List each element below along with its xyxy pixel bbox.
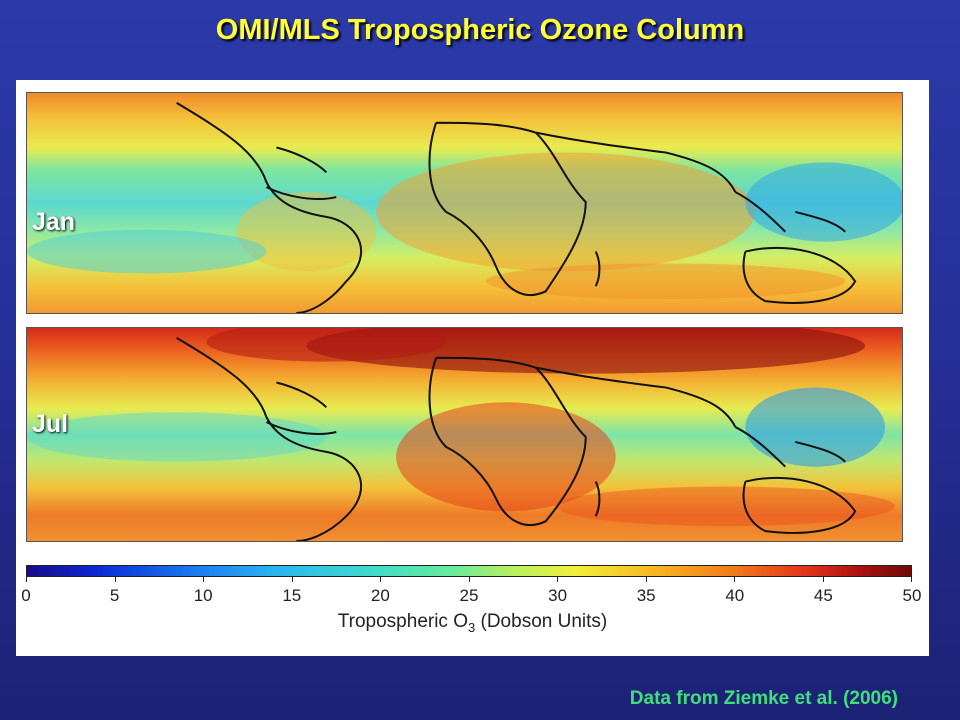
colorbar-tick <box>468 577 470 582</box>
slide-title: OMI/MLS Tropospheric Ozone Column <box>215 14 745 46</box>
colorbar-label-subscript: 3 <box>468 619 476 635</box>
colorbar-tick <box>26 577 27 582</box>
colorbar-tick-label: 10 <box>193 586 213 605</box>
colorbar-tick <box>911 577 912 582</box>
colorbar <box>26 565 912 577</box>
colorbar-tick-label: 30 <box>548 586 568 605</box>
colorbar-tick <box>114 577 116 582</box>
july-map <box>26 327 903 542</box>
colorbar-tick <box>557 577 558 582</box>
colorbar-tick <box>203 577 204 582</box>
january-label: Jan <box>32 208 76 236</box>
colorbar-tick-label: 0 <box>21 586 31 605</box>
data-credit: Data from Ziemke et al. (2006) <box>629 688 898 709</box>
colorbar-tick-label: 15 <box>282 586 302 605</box>
colorbar-tick-label: 45 <box>813 586 833 605</box>
colorbar-tick <box>291 577 293 582</box>
july-ozone-map <box>27 328 902 541</box>
colorbar-label-main: Tropospheric O <box>337 611 468 632</box>
colorbar-tick-label: 35 <box>636 586 656 605</box>
colorbar-tick-label: 50 <box>902 586 922 605</box>
colorbar-tick <box>734 577 735 582</box>
colorbar-tick <box>822 577 824 582</box>
january-map <box>26 92 903 314</box>
colorbar-label: Tropospheric O3 (Dobson Units) <box>16 611 929 635</box>
colorbar-tick-label: 5 <box>109 586 120 605</box>
colorbar-ticks <box>26 577 912 583</box>
january-ozone-map <box>27 93 902 313</box>
july-label: Jul <box>32 410 69 438</box>
colorbar-tick <box>645 577 647 582</box>
colorbar-label-units: (Dobson Units) <box>475 611 608 632</box>
colorbar-tick-label: 20 <box>370 586 390 605</box>
colorbar-tick-label: 40 <box>725 586 745 605</box>
ozone-figure: Jan <box>16 80 929 656</box>
colorbar-tick <box>380 577 381 582</box>
colorbar-tick-label: 25 <box>459 586 479 605</box>
